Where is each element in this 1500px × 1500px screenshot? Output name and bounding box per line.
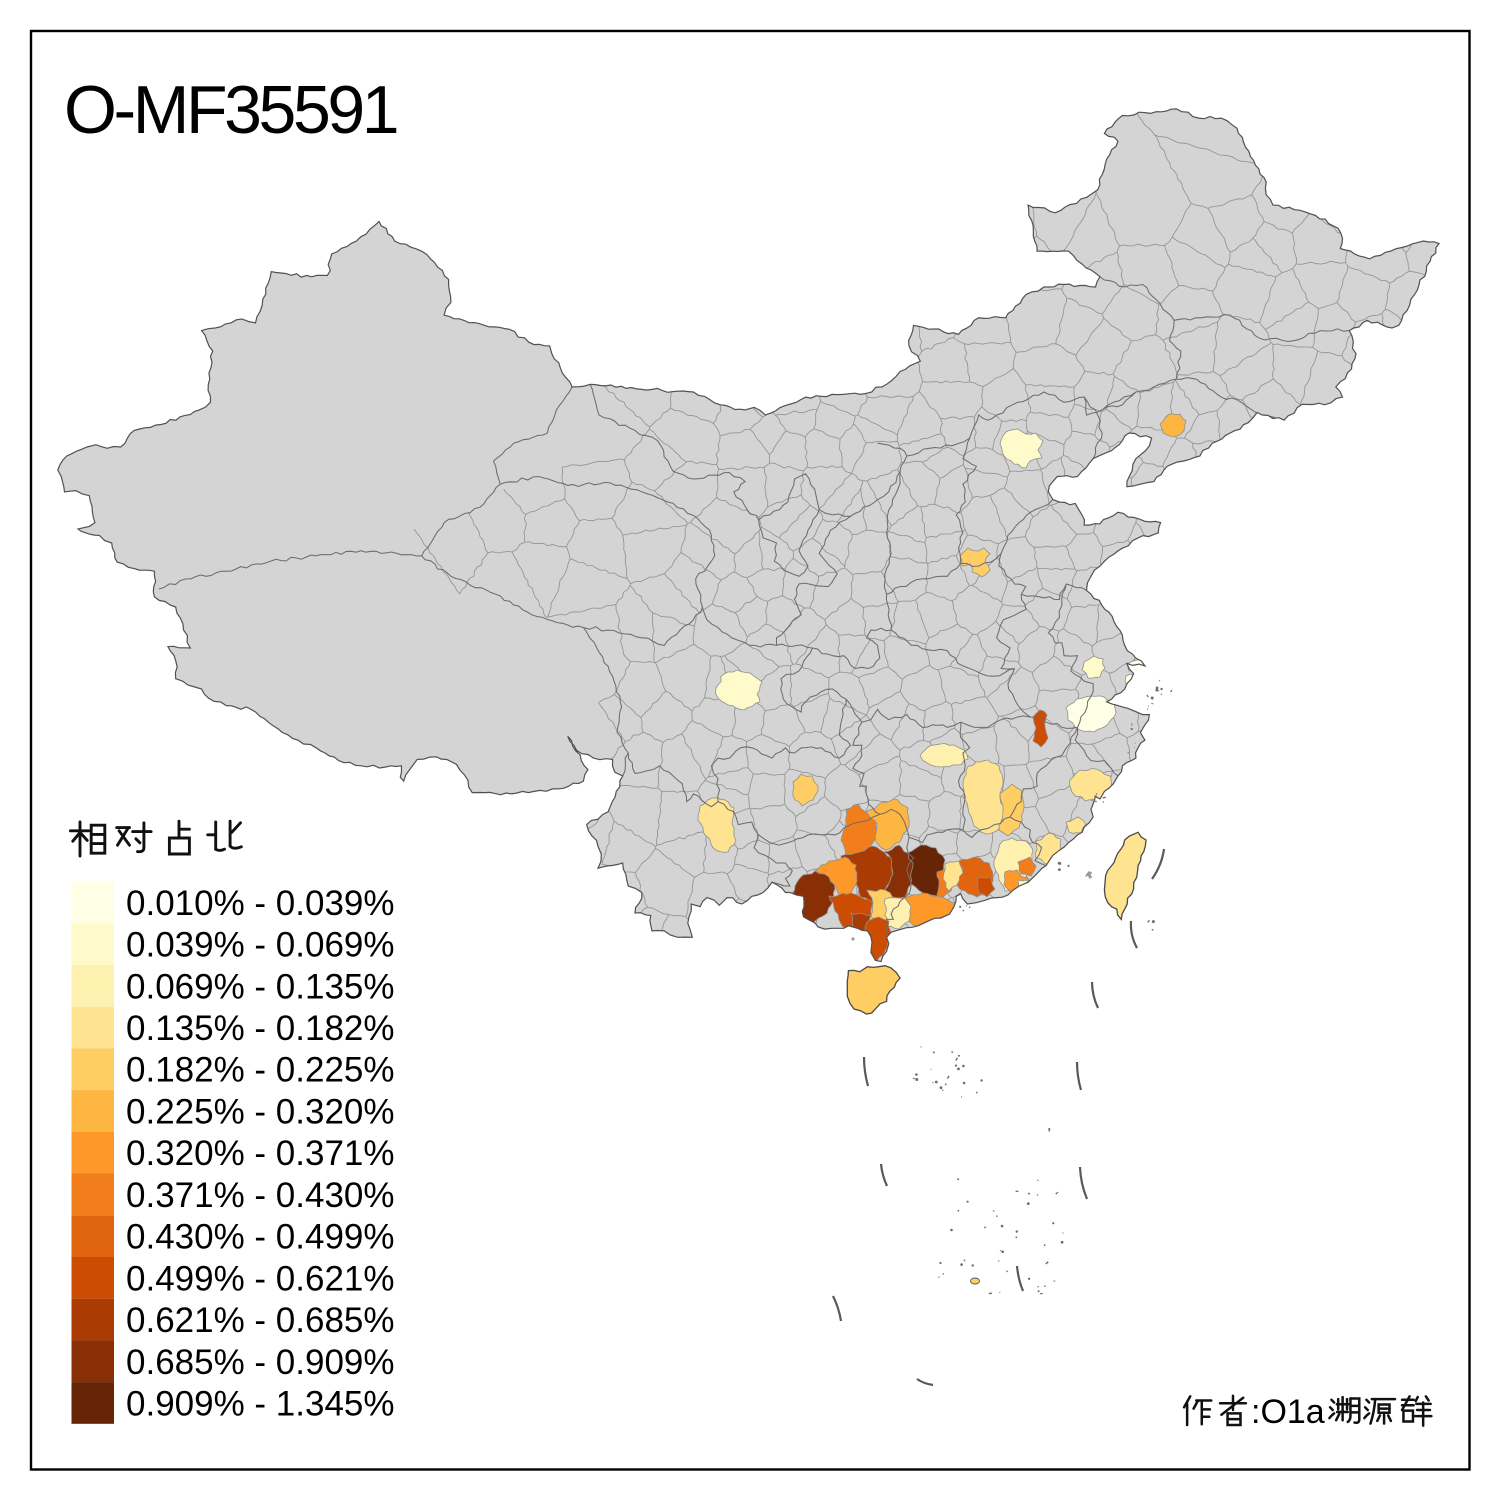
svg-text:0.499% - 0.621%: 0.499% - 0.621% [126, 1259, 395, 1298]
svg-text:0.010% - 0.039%: 0.010% - 0.039% [126, 884, 395, 923]
svg-text:0.430% - 0.499%: 0.430% - 0.499% [126, 1218, 395, 1257]
svg-text:0.371% - 0.430%: 0.371% - 0.430% [126, 1176, 395, 1215]
svg-text:0.039% - 0.069%: 0.039% - 0.069% [126, 926, 395, 965]
svg-text:0.909% - 1.345%: 0.909% - 1.345% [126, 1385, 395, 1424]
svg-text:0.225% - 0.320%: 0.225% - 0.320% [126, 1093, 395, 1132]
svg-text::O1a: :O1a [1251, 1393, 1325, 1431]
svg-text:0.182% - 0.225%: 0.182% - 0.225% [126, 1051, 395, 1090]
svg-text:0.069% - 0.135%: 0.069% - 0.135% [126, 967, 395, 1006]
svg-text:0.320% - 0.371%: 0.320% - 0.371% [126, 1134, 395, 1173]
svg-text:0.685% - 0.909%: 0.685% - 0.909% [126, 1343, 395, 1382]
svg-text:0.621% - 0.685%: 0.621% - 0.685% [126, 1301, 395, 1340]
svg-text:O-MF35591: O-MF35591 [64, 72, 397, 148]
svg-text:0.135% - 0.182%: 0.135% - 0.182% [126, 1009, 395, 1048]
